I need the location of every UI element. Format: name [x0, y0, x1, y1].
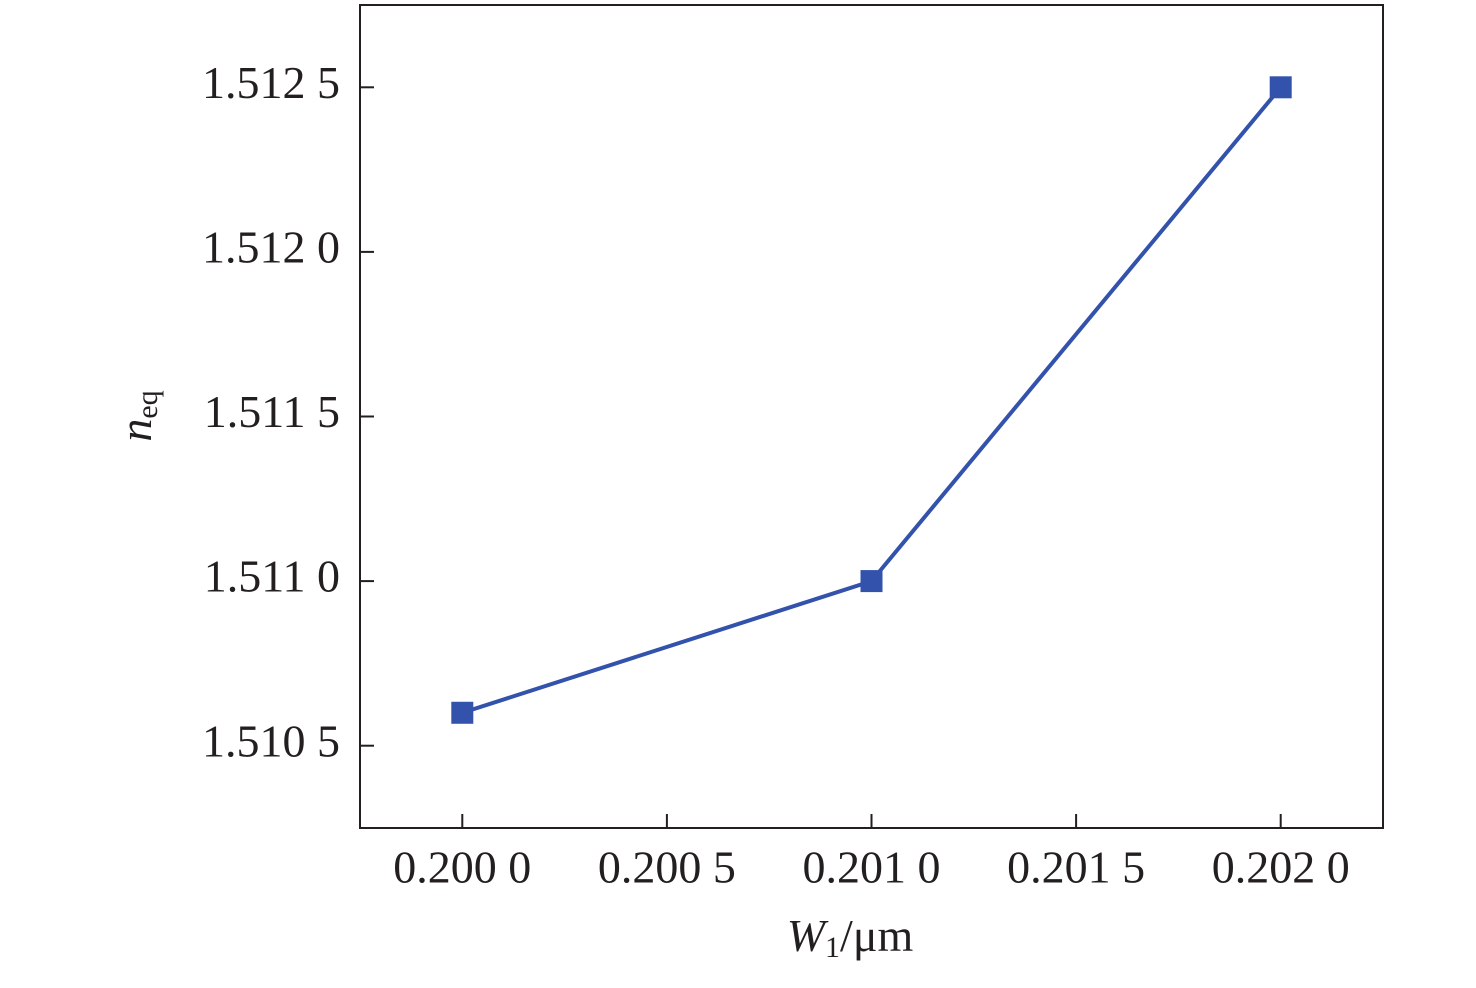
y-tick-label: 1.512 0 [202, 221, 340, 272]
series-line [461, 86, 1283, 715]
y-tick-label: 1.511 5 [204, 386, 340, 437]
x-tick-label: 0.200 5 [598, 842, 736, 893]
y-label-main: n [110, 419, 161, 442]
y-label-sub: eq [131, 390, 164, 418]
marker [1269, 76, 1292, 99]
x-label-sub: 1 [825, 931, 840, 964]
marker [860, 570, 883, 593]
y-tick-label: 1.512 5 [202, 57, 340, 108]
x-tick-label: 0.200 0 [393, 842, 531, 893]
plot-frame [359, 4, 1384, 829]
x-label-unit: /μm [840, 910, 913, 961]
y-tick-label: 1.510 5 [202, 715, 340, 766]
x-axis-label: W1/μm [787, 910, 914, 964]
y-axis-label: neq [110, 390, 164, 441]
x-tick-label: 0.201 5 [1007, 842, 1145, 893]
y-tick-label: 1.511 0 [204, 551, 340, 602]
x-tick-label: 0.201 0 [803, 842, 941, 893]
x-tick-label: 0.202 0 [1212, 842, 1350, 893]
x-label-main: W [787, 910, 829, 961]
marker [451, 701, 474, 724]
